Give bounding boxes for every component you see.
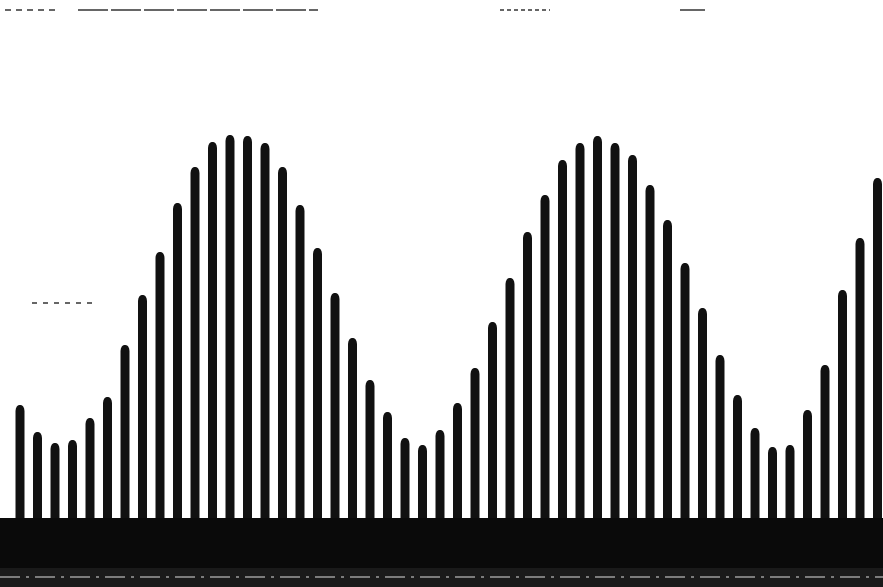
bar	[173, 203, 182, 535]
bar	[681, 263, 690, 535]
bar	[873, 178, 882, 535]
bar	[226, 135, 235, 535]
bar	[856, 238, 865, 535]
bar	[86, 418, 95, 535]
bar	[366, 380, 375, 535]
bar	[838, 290, 847, 535]
bar	[383, 412, 392, 535]
bar	[261, 143, 270, 535]
bar	[803, 410, 812, 535]
bar	[191, 167, 200, 535]
bar	[733, 395, 742, 535]
bar	[821, 365, 830, 535]
bar	[488, 322, 497, 535]
chart	[0, 0, 883, 587]
bar	[16, 405, 25, 535]
bar	[243, 136, 252, 535]
bar	[523, 232, 532, 535]
bar	[313, 248, 322, 535]
bar	[698, 308, 707, 535]
base-band	[0, 518, 883, 568]
bar	[331, 293, 340, 535]
bar	[296, 205, 305, 535]
bar	[716, 355, 725, 535]
bar	[156, 252, 165, 535]
bar	[348, 338, 357, 535]
bar	[628, 155, 637, 535]
bar	[121, 345, 130, 535]
bar	[593, 136, 602, 535]
bar	[663, 220, 672, 535]
bar	[646, 185, 655, 535]
bar	[453, 403, 462, 535]
bar	[541, 195, 550, 535]
bar	[506, 278, 515, 535]
bar	[611, 143, 620, 535]
bar	[278, 167, 287, 535]
bar	[558, 160, 567, 535]
bar	[471, 368, 480, 535]
bar	[576, 143, 585, 535]
bar	[138, 295, 147, 535]
bar	[208, 142, 217, 535]
bar	[103, 397, 112, 535]
